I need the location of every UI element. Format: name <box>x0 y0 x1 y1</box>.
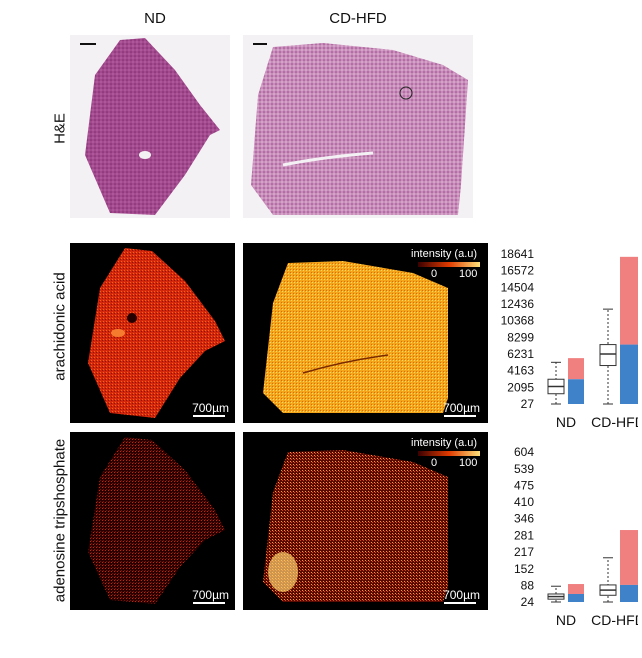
row-label-he: H&E <box>51 113 69 144</box>
y-tick-label: 539 <box>514 462 534 476</box>
y-tick-label: 410 <box>514 495 534 509</box>
msi-atp-cd-hfd-tissue <box>263 450 448 602</box>
legend-max: 100 <box>459 268 478 280</box>
scale-bar <box>193 602 225 604</box>
row-label-arachidonic-acid: arachidonic acid <box>51 272 69 381</box>
scatter-cloud-high <box>568 358 584 380</box>
legend-title: intensity (a.u) <box>411 437 478 449</box>
y-tick-label: 475 <box>514 478 534 492</box>
y-tick-label: 2095 <box>507 380 534 394</box>
y-tick-label: 281 <box>514 529 534 543</box>
scale-bar <box>444 415 476 417</box>
he-tissue-cd-hfd <box>251 43 468 215</box>
y-tick-label: 8299 <box>507 330 534 344</box>
row-label-atp: adenosine tripshosphate <box>51 438 69 603</box>
scale-bar <box>193 415 225 417</box>
scatter-cloud-low <box>568 593 584 602</box>
msi-aa-nd: 700µm <box>70 243 235 423</box>
legend-min: 0 <box>431 457 438 469</box>
scale-bar-label: 700µm <box>192 401 229 415</box>
y-tick-label: 14504 <box>501 280 535 294</box>
scatter-cloud-low <box>620 344 642 404</box>
legend-colorbar <box>418 262 480 267</box>
msi-aa-nd-tissue <box>88 248 225 418</box>
y-tick-label: 152 <box>514 562 534 576</box>
he-image-nd <box>70 35 230 218</box>
x-category-label: ND <box>556 612 576 628</box>
box <box>599 344 617 367</box>
scatter-cloud-high <box>620 256 642 345</box>
boxplot-atp: 604 539 475 410 346 281 217 152 88 24 ND CD-HFD <box>478 442 642 632</box>
column-title-cd-hfd: CD-HFD <box>329 10 387 27</box>
y-tick-label: 346 <box>514 512 534 526</box>
y-tick-label: 10368 <box>501 314 535 328</box>
y-tick-label: 12436 <box>501 297 535 311</box>
y-tick-label: 16572 <box>501 264 535 278</box>
x-category-label: CD-HFD <box>591 414 638 430</box>
boxplot-atp-svg: 604 539 475 410 346 281 217 152 88 24 ND CD-HFD <box>514 445 642 628</box>
column-title-nd: ND <box>144 10 166 27</box>
y-tick-label: 604 <box>514 445 534 459</box>
legend-min: 0 <box>431 268 438 280</box>
boxplot-aa-svg: 18641 16572 14504 12436 10368 8299 6231 4163 209… <box>501 247 642 430</box>
y-tick-label: 4163 <box>507 364 534 378</box>
x-category-label: CD-HFD <box>591 612 638 628</box>
y-tick-label: 88 <box>521 578 535 592</box>
scale-bar <box>444 602 476 604</box>
scatter-cloud-high <box>620 530 642 585</box>
legend-title: intensity (a.u) <box>411 248 478 260</box>
he-image-cd-hfd <box>243 35 473 218</box>
he-tissue-nd <box>80 38 220 215</box>
msi-atp-cd-hfd: intensity (a.u) 0 100 700µm <box>243 432 488 610</box>
scale-bar-label: 700µm <box>443 401 480 415</box>
legend-max: 100 <box>459 457 478 469</box>
legend-colorbar <box>418 451 480 456</box>
scatter-cloud-low <box>568 379 584 404</box>
msi-aa-cd-hfd-tissue <box>263 261 448 413</box>
y-tick-label: 18641 <box>501 247 535 261</box>
scatter-cloud-high <box>568 584 584 594</box>
y-tick-label: 217 <box>514 545 534 559</box>
scale-bar-label: 700µm <box>443 588 480 602</box>
scatter-cloud-low <box>620 584 642 602</box>
msi-atp-nd: 700µm <box>70 432 235 610</box>
x-category-label: ND <box>556 414 576 430</box>
msi-atp-nd-tissue <box>88 437 225 604</box>
y-tick-label: 27 <box>521 397 535 411</box>
msi-aa-cd-hfd: intensity (a.u) 0 100 700µm <box>243 243 488 423</box>
y-tick-label: 24 <box>521 595 535 609</box>
y-tick-label: 6231 <box>507 347 534 361</box>
boxplot-arachidonic-acid: 18641 16572 14504 12436 10368 8299 6231 4163 209… <box>478 244 642 434</box>
scale-bar-label: 700µm <box>192 588 229 602</box>
